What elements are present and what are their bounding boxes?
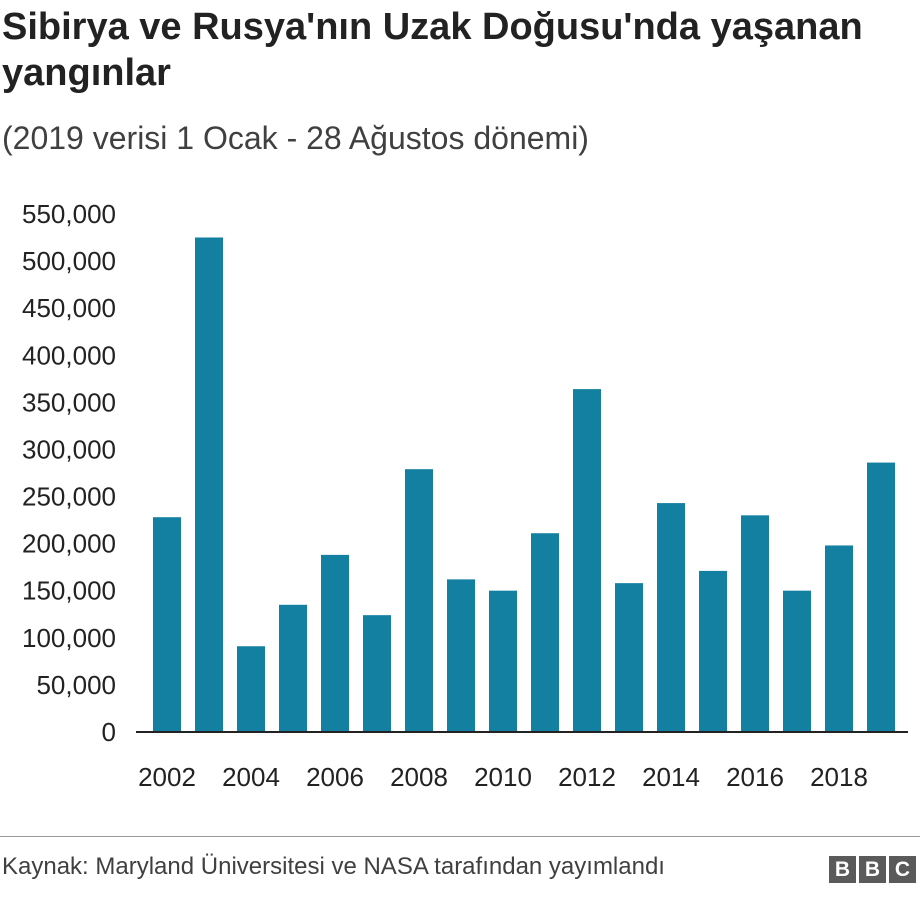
y-tick-label: 550,000 <box>22 199 116 229</box>
bar-2010 <box>489 590 517 731</box>
bar-2019 <box>867 462 895 731</box>
y-tick-label: 200,000 <box>22 529 116 559</box>
y-tick-label: 150,000 <box>22 576 116 606</box>
y-tick-label: 0 <box>102 717 116 747</box>
chart-subtitle: (2019 verisi 1 Ocak - 28 Ağustos dönemi) <box>2 120 589 156</box>
x-tick-label: 2002 <box>138 762 196 792</box>
bar-2017 <box>783 590 811 731</box>
bar-chart: 0 50,000 100,000 150,000 200,000 250,000 300,0… <box>22 199 908 792</box>
y-tick-label: 50,000 <box>36 670 116 700</box>
bar-2004 <box>237 646 265 731</box>
x-tick-label: 2018 <box>810 762 868 792</box>
bar-2005 <box>279 604 307 731</box>
bar-2008 <box>405 469 433 731</box>
chart-title: Sibirya ve Rusya'nın Uzak Doğusu'nda yaş… <box>2 6 863 94</box>
y-tick-label: 500,000 <box>22 246 116 276</box>
y-tick-label: 250,000 <box>22 482 116 512</box>
bar-2009 <box>447 579 475 731</box>
bar-2013 <box>615 583 643 731</box>
bar-2006 <box>321 554 349 731</box>
bar-2003 <box>195 237 223 731</box>
bar-2011 <box>531 533 559 731</box>
x-tick-label: 2010 <box>474 762 532 792</box>
bar-2015 <box>699 570 727 731</box>
bar-2007 <box>363 615 391 731</box>
y-tick-label: 400,000 <box>22 340 116 370</box>
bar-2002 <box>153 517 181 731</box>
y-tick-label: 450,000 <box>22 293 116 323</box>
bar-2014 <box>657 503 685 731</box>
x-tick-label: 2004 <box>222 762 280 792</box>
x-tick-label: 2012 <box>558 762 616 792</box>
y-tick-label: 100,000 <box>22 623 116 653</box>
bar-2012 <box>573 389 601 731</box>
divider <box>0 836 920 837</box>
x-tick-label: 2006 <box>306 762 364 792</box>
y-tick-label: 300,000 <box>22 434 116 464</box>
source-note: Kaynak: Maryland Üniversitesi ve NASA ta… <box>2 853 665 880</box>
bar-2018 <box>825 545 853 731</box>
x-tick-label: 2016 <box>726 762 784 792</box>
bar-2016 <box>741 515 769 731</box>
x-tick-label: 2014 <box>642 762 700 792</box>
y-tick-label: 350,000 <box>22 387 116 417</box>
x-tick-label: 2008 <box>390 762 448 792</box>
